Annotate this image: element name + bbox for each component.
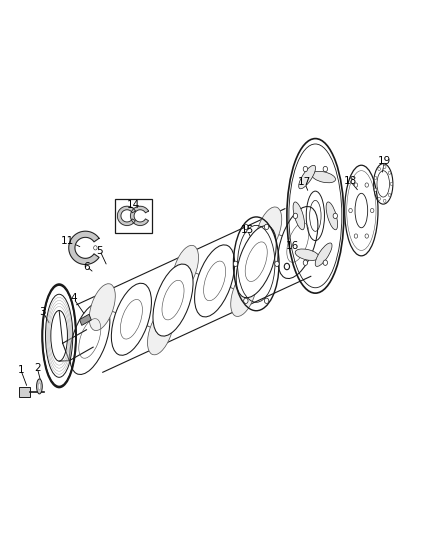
Ellipse shape	[36, 379, 42, 394]
Ellipse shape	[89, 284, 115, 330]
Circle shape	[371, 208, 374, 213]
Circle shape	[388, 193, 391, 197]
Ellipse shape	[293, 202, 304, 230]
Ellipse shape	[194, 245, 235, 317]
Circle shape	[383, 199, 386, 203]
Text: 18: 18	[344, 176, 357, 186]
Circle shape	[303, 260, 307, 265]
Circle shape	[323, 260, 328, 265]
Circle shape	[374, 188, 377, 191]
Ellipse shape	[111, 283, 152, 356]
Ellipse shape	[256, 207, 282, 254]
Text: 5: 5	[96, 246, 103, 255]
Circle shape	[303, 166, 307, 172]
Ellipse shape	[38, 383, 41, 390]
Text: 4: 4	[70, 294, 77, 303]
Ellipse shape	[70, 302, 110, 375]
Circle shape	[378, 197, 381, 200]
Ellipse shape	[278, 206, 318, 279]
Circle shape	[233, 261, 238, 266]
Text: 15: 15	[241, 225, 254, 235]
Text: 16: 16	[286, 241, 299, 251]
Text: 6: 6	[83, 262, 90, 271]
Circle shape	[374, 176, 377, 180]
Text: 3: 3	[39, 307, 46, 317]
Text: 2: 2	[34, 363, 41, 373]
Circle shape	[378, 167, 381, 171]
Circle shape	[365, 183, 368, 187]
Text: 17: 17	[298, 177, 311, 187]
Ellipse shape	[295, 249, 319, 261]
Bar	[18, 387, 30, 397]
Circle shape	[94, 246, 97, 250]
Circle shape	[390, 182, 393, 185]
Circle shape	[388, 171, 391, 174]
Ellipse shape	[148, 308, 173, 355]
Text: 11: 11	[61, 236, 74, 246]
Ellipse shape	[299, 165, 315, 189]
Bar	[80, 314, 91, 326]
Circle shape	[383, 165, 386, 168]
Circle shape	[323, 166, 328, 172]
Circle shape	[354, 183, 358, 187]
Text: 19: 19	[378, 156, 391, 166]
Polygon shape	[69, 231, 99, 264]
Polygon shape	[131, 206, 148, 225]
Circle shape	[354, 234, 358, 238]
Text: 14: 14	[127, 200, 140, 210]
Text: 1: 1	[18, 366, 25, 375]
Circle shape	[293, 213, 297, 219]
Circle shape	[333, 213, 337, 219]
Circle shape	[284, 263, 290, 270]
Polygon shape	[117, 206, 135, 225]
Circle shape	[265, 298, 269, 303]
Ellipse shape	[153, 264, 193, 336]
Circle shape	[244, 298, 248, 303]
Ellipse shape	[326, 202, 338, 230]
Ellipse shape	[231, 270, 257, 317]
Circle shape	[265, 224, 269, 230]
Circle shape	[275, 261, 279, 266]
Ellipse shape	[315, 243, 332, 266]
Circle shape	[349, 208, 352, 213]
Bar	[115, 199, 152, 233]
Ellipse shape	[173, 245, 198, 292]
Ellipse shape	[312, 171, 336, 183]
Ellipse shape	[236, 225, 276, 298]
Circle shape	[365, 234, 368, 238]
Circle shape	[244, 224, 248, 230]
